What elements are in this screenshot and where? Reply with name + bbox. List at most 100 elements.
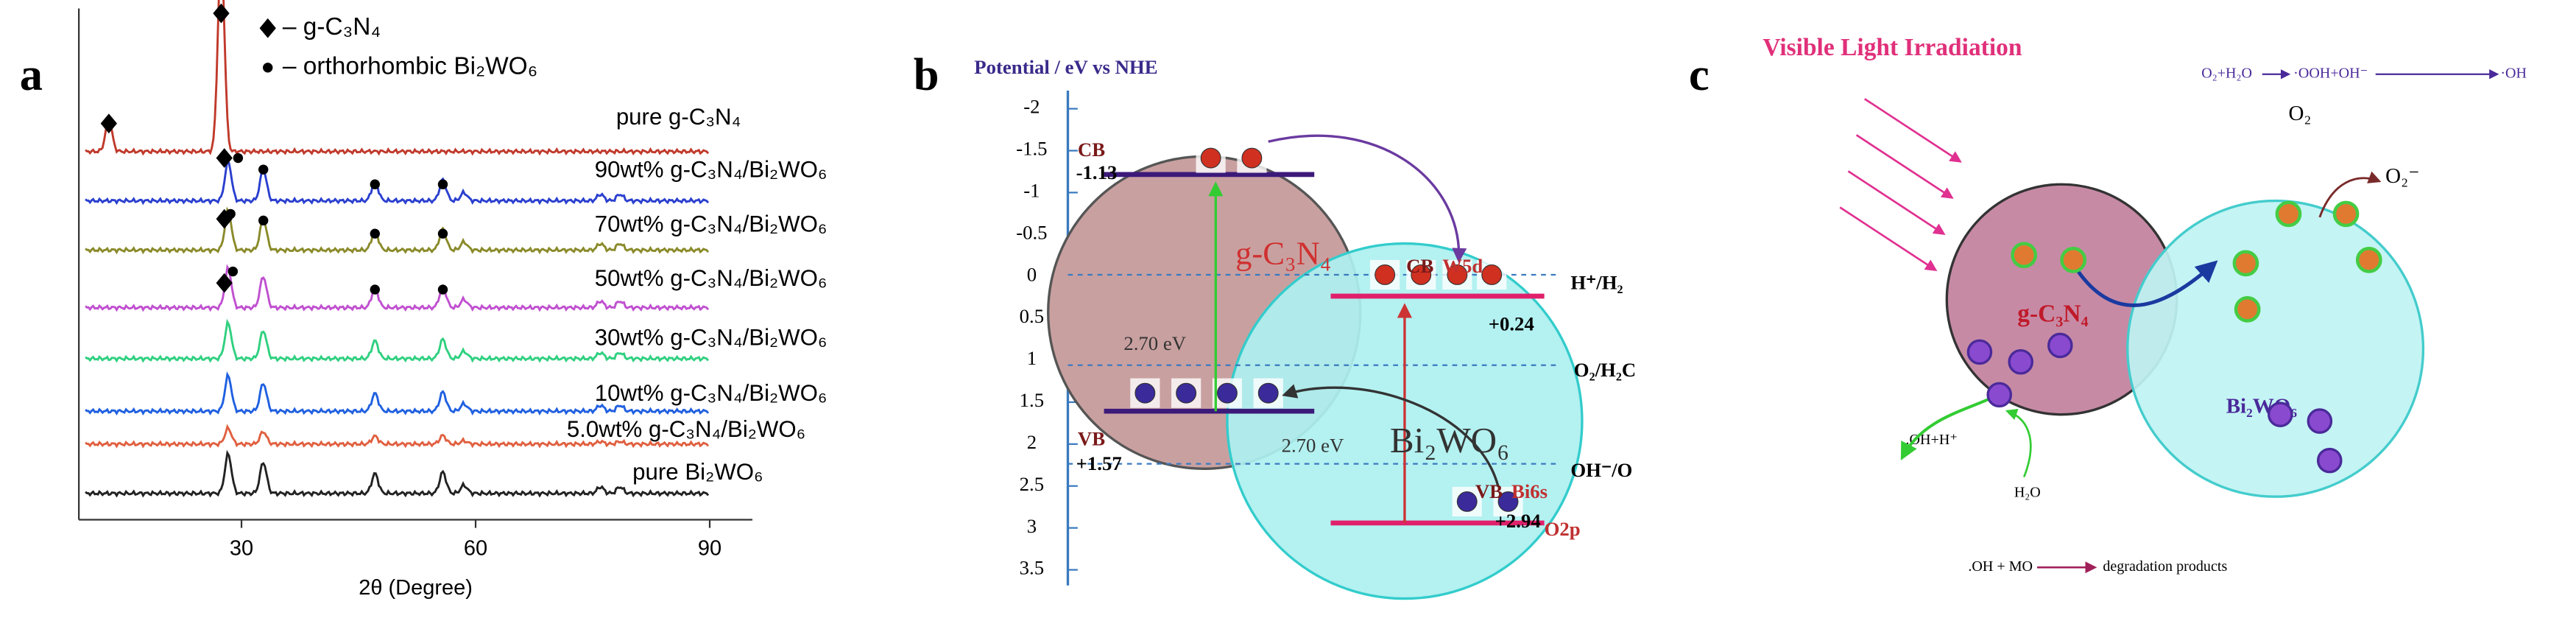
label: H₂O bbox=[2014, 484, 2041, 500]
label: ·OOH+OH⁻ bbox=[2293, 65, 2368, 81]
label: CB bbox=[1078, 138, 1105, 161]
label: ·OH bbox=[2500, 65, 2527, 81]
hole-oxidation bbox=[1900, 396, 1992, 460]
xrd-curve bbox=[85, 206, 710, 255]
electron bbox=[2232, 250, 2259, 277]
dot-marker bbox=[233, 152, 244, 164]
tick-label: -0.5 bbox=[1016, 221, 1047, 243]
electron bbox=[2060, 247, 2087, 273]
curve-label: 90wt% g-C₃N₄/Bi₂WO₆ bbox=[595, 157, 828, 183]
dot-marker bbox=[370, 179, 380, 189]
tick-label: 3.5 bbox=[1020, 557, 1044, 579]
label: O₂+H₂O bbox=[2201, 65, 2252, 81]
label: +2.94 bbox=[1495, 510, 1541, 532]
dot-marker bbox=[370, 228, 380, 239]
x-axis-label: 2θ (Degree) bbox=[359, 576, 473, 600]
xrd-curve bbox=[85, 0, 710, 156]
dot-marker bbox=[263, 63, 273, 73]
label: VB bbox=[1078, 428, 1105, 450]
carrier bbox=[1176, 382, 1197, 404]
panel-label: a bbox=[20, 49, 43, 100]
label: W5d bbox=[1442, 255, 1483, 277]
hole bbox=[2008, 348, 2034, 375]
dot-marker bbox=[437, 284, 448, 295]
xrd-curve bbox=[85, 424, 710, 449]
panel-label: c bbox=[1689, 49, 1709, 100]
carrier bbox=[1411, 264, 1432, 285]
label: +0.24 bbox=[1489, 312, 1534, 334]
carrier bbox=[1135, 382, 1156, 404]
label: +1.57 bbox=[1076, 452, 1122, 474]
label: VB bbox=[1475, 480, 1503, 502]
xrd-curve bbox=[85, 264, 710, 312]
label: O₂⁻ bbox=[2385, 164, 2419, 188]
electron bbox=[2234, 295, 2261, 323]
tick-label: 0.5 bbox=[1020, 305, 1044, 327]
carrier bbox=[1375, 264, 1396, 285]
diamond-marker bbox=[216, 273, 233, 293]
label: O₂/H₂C bbox=[1574, 359, 1636, 381]
electron bbox=[2355, 247, 2382, 273]
electron bbox=[2332, 200, 2360, 228]
title: Potential / eV vs NHE bbox=[974, 56, 1157, 78]
label: O2p bbox=[1545, 518, 1581, 540]
label: CB bbox=[1406, 255, 1433, 277]
electron bbox=[2011, 242, 2038, 269]
legend-entry: – orthorhombic Bi₂WO₆ bbox=[283, 53, 537, 80]
dot-marker bbox=[225, 208, 236, 220]
carrier bbox=[1241, 147, 1263, 169]
water-arrow bbox=[2005, 408, 2032, 477]
carrier bbox=[1447, 264, 1468, 285]
label: Bi₂WO₆ bbox=[1390, 420, 1509, 460]
label: degradation products bbox=[2103, 558, 2227, 575]
carrier bbox=[1456, 491, 1478, 512]
carrier bbox=[1216, 382, 1238, 404]
light-arrow bbox=[1839, 206, 1938, 272]
tick-label: 0 bbox=[1027, 263, 1037, 285]
panel-label: b bbox=[914, 49, 939, 100]
label: -1.13 bbox=[1076, 161, 1118, 183]
label: H⁺/H₂ bbox=[1570, 272, 1623, 294]
electron bbox=[2275, 200, 2302, 228]
carrier bbox=[1497, 491, 1519, 512]
title: Visible Light Irradiation bbox=[1762, 34, 2022, 61]
tick-label: 3 bbox=[1027, 515, 1037, 537]
curve-label: pure g-C₃N₄ bbox=[616, 104, 741, 130]
label: 2.70 eV bbox=[1123, 332, 1186, 354]
dot-marker bbox=[258, 215, 269, 226]
tick-label: -1 bbox=[1023, 180, 1040, 202]
curve-label: 5.0wt% g-C₃N₄/Bi₂WO₆ bbox=[567, 416, 805, 442]
label: Bi6s bbox=[1511, 480, 1548, 502]
tick-label: 2 bbox=[1027, 431, 1037, 453]
bwo-particle bbox=[2126, 199, 2425, 498]
x-tick-label: 90 bbox=[698, 536, 721, 560]
diamond-marker bbox=[216, 148, 233, 168]
carrier bbox=[1481, 264, 1503, 285]
hole bbox=[1986, 382, 2013, 408]
dot-marker bbox=[370, 284, 380, 295]
label: .OH + MO bbox=[1968, 558, 2033, 575]
hole-transfer bbox=[1282, 384, 1500, 488]
dot-marker bbox=[227, 266, 239, 277]
x-tick-label: 60 bbox=[464, 536, 487, 560]
dot-marker bbox=[258, 164, 269, 175]
label: g-C₃N₄ bbox=[1235, 235, 1331, 272]
carrier bbox=[1200, 147, 1221, 169]
reduction-arrow bbox=[2318, 171, 2382, 218]
label: OH⁻/O bbox=[1570, 459, 1632, 481]
tick-label: 1.5 bbox=[1020, 389, 1044, 411]
tick-label: 2.5 bbox=[1020, 473, 1044, 495]
hole bbox=[2316, 447, 2343, 474]
hole bbox=[2268, 401, 2293, 427]
diamond-marker bbox=[100, 113, 117, 134]
xrd-curve bbox=[85, 371, 710, 415]
label: g-C₃N₄ bbox=[2017, 300, 2088, 327]
x-tick-label: 30 bbox=[230, 536, 253, 560]
carrier bbox=[1257, 382, 1279, 404]
legend-entry: – g-C₃N₄ bbox=[283, 13, 381, 41]
diamond-marker bbox=[259, 18, 276, 38]
diamond-marker bbox=[213, 3, 230, 24]
curve-label: pure Bi₂WO₆ bbox=[632, 459, 763, 485]
